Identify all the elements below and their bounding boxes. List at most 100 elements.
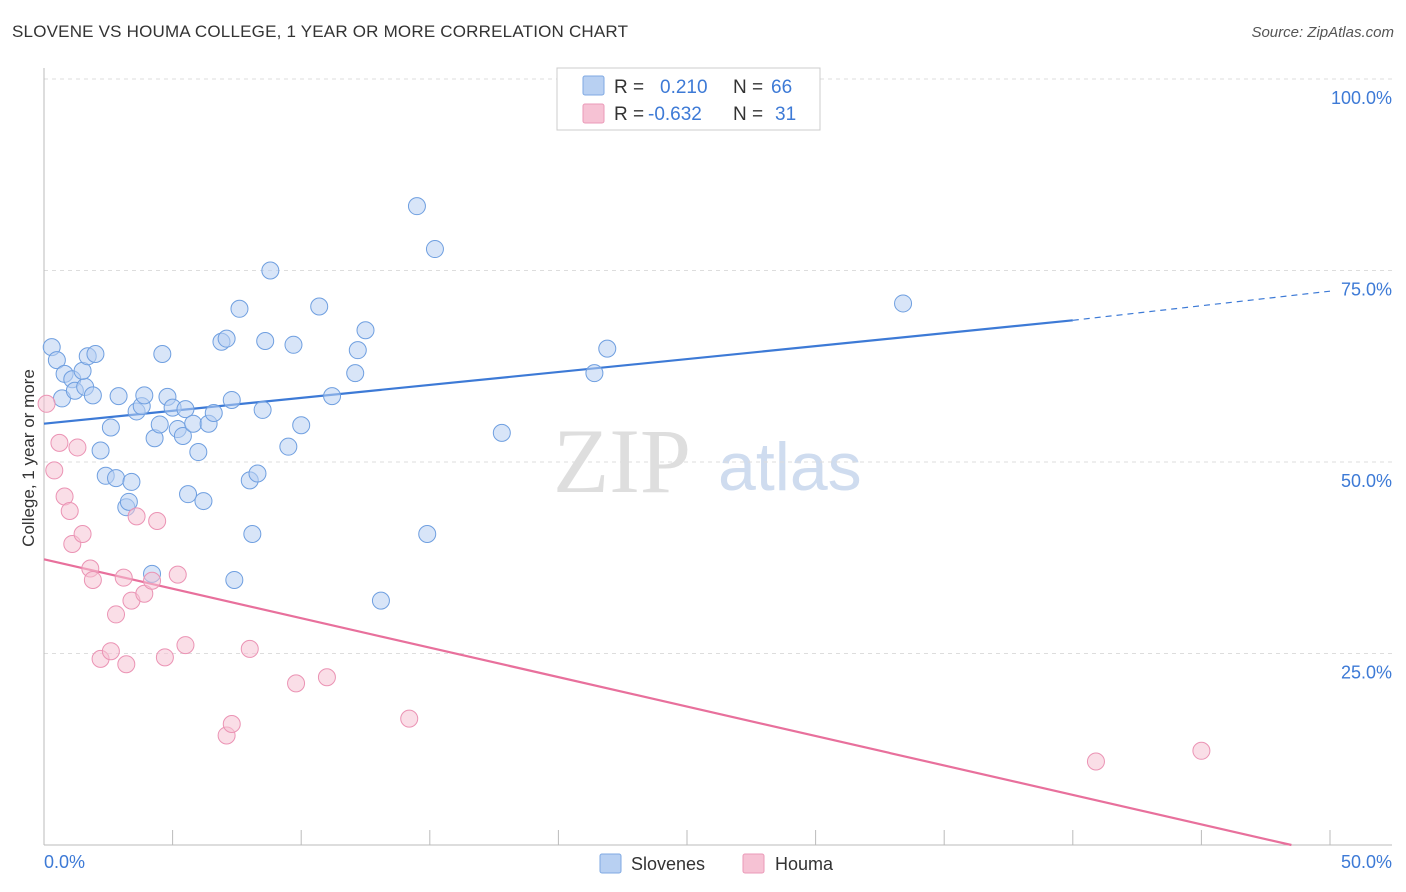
houma-point-21 [168, 565, 187, 584]
y-axis-title: College, 1 year or more [19, 369, 38, 547]
slovenes-point-63 [894, 294, 913, 313]
houma-point-13 [114, 568, 133, 587]
bottom-swatch-slovenes [599, 853, 622, 874]
houma-point-12 [107, 605, 126, 624]
slovenes-point-51 [310, 297, 329, 316]
slovenes-point-39 [222, 390, 241, 409]
legend-r-value-1: 0.210 [660, 77, 708, 98]
houma-point-22 [176, 636, 195, 655]
slovenes-point-33 [189, 443, 208, 462]
slovenes-point-13 [101, 418, 120, 437]
slovenes-point-21 [135, 386, 154, 405]
legend-n-value-1: 66 [771, 77, 792, 98]
bottom-legend-slovenes: Slovenes [631, 854, 705, 874]
slovenes-point-58 [418, 525, 437, 544]
slovenes-point-60 [492, 423, 511, 442]
houma-point-27 [317, 668, 336, 687]
y-tick-labels: 25.0% 50.0% 75.0% 100.0% [1331, 88, 1392, 683]
chart-title: SLOVENE VS HOUMA COLLEGE, 1 YEAR OR MORE… [12, 22, 629, 41]
trend-line-slovenes-extension [1072, 290, 1331, 321]
bottom-swatch-houma [742, 853, 765, 874]
slovenes-point-25 [153, 344, 172, 363]
legend-n-label-1: N = [733, 77, 763, 98]
houma-point-25 [240, 639, 259, 658]
slovenes-point-48 [279, 437, 298, 456]
houma-point-1 [45, 461, 64, 480]
houma-point-19 [148, 511, 167, 530]
x-tick-label-min: 0.0% [44, 852, 85, 872]
slovenes-point-59 [425, 240, 444, 259]
houma-point-4 [60, 502, 79, 521]
slovenes-point-40 [225, 570, 244, 589]
slovenes-point-53 [346, 364, 365, 383]
slovenes-point-38 [217, 329, 236, 348]
bottom-legend-houma: Houma [775, 854, 834, 874]
watermark-zip: ZIP [553, 410, 691, 512]
legend-r-label-1: R = [614, 77, 644, 98]
slovenes-point-61 [585, 364, 604, 383]
y-tick-label-0: 25.0% [1341, 663, 1392, 683]
legend-n-value-2: 31 [775, 104, 796, 125]
houma-point-28 [400, 709, 419, 728]
slovenes-point-54 [348, 341, 367, 360]
slovenes-point-10 [83, 386, 102, 405]
slovenes-point-52 [323, 387, 342, 406]
stats-legend: R = 0.210 N = 66 R = -0.632 N = 31 [556, 67, 821, 131]
legend-r-label-2: R = [614, 104, 644, 125]
slovenes-point-1 [47, 351, 66, 370]
source-label: Source: ZipAtlas.com [1251, 24, 1394, 41]
houma-point-24 [222, 714, 241, 733]
houma-point-30 [1192, 741, 1211, 760]
slovenes-point-50 [292, 416, 311, 435]
y-tick-label-1: 50.0% [1341, 471, 1392, 491]
houma-point-16 [127, 507, 146, 526]
y-tick-label-3: 100.0% [1331, 88, 1392, 108]
y-tick-label-2: 75.0% [1341, 280, 1392, 300]
series-legend: Slovenes Houma [599, 853, 834, 874]
slovenes-point-9 [86, 344, 105, 363]
houma-point-6 [68, 438, 87, 457]
slovenes-point-34 [194, 492, 213, 511]
houma-point-9 [83, 570, 102, 589]
slovenes-point-41 [230, 299, 249, 318]
trend-line-slovenes [43, 319, 1073, 425]
slovenes-point-30 [176, 400, 195, 419]
data-points [37, 197, 1211, 771]
slovenes-point-46 [256, 331, 275, 350]
legend-r-value-2: -0.632 [648, 104, 702, 125]
houma-point-2 [50, 433, 69, 452]
trend-lines [43, 290, 1331, 847]
houma-point-7 [73, 525, 92, 544]
trend-line-houma [43, 558, 1292, 847]
slovenes-point-14 [107, 469, 126, 488]
houma-point-0 [37, 394, 56, 413]
slovenes-point-36 [204, 403, 223, 422]
houma-point-18 [143, 571, 162, 590]
slovenes-point-47 [261, 261, 280, 280]
slovenes-point-42 [243, 525, 262, 544]
slovenes-point-11 [91, 441, 110, 460]
slovenes-point-15 [109, 387, 128, 406]
legend-swatch-houma [582, 103, 605, 124]
slovenes-point-45 [253, 400, 272, 419]
slovenes-point-24 [150, 415, 169, 434]
slovenes-point-44 [248, 464, 267, 483]
houma-point-11 [101, 642, 120, 661]
houma-point-29 [1086, 752, 1105, 771]
legend-n-label-2: N = [733, 104, 763, 125]
legend-swatch-slovenes [582, 75, 605, 96]
houma-point-20 [155, 648, 174, 667]
slovenes-point-55 [356, 321, 375, 340]
axes [43, 68, 1392, 846]
x-tick-label-max: 50.0% [1341, 852, 1392, 872]
watermark-atlas: atlas [718, 429, 862, 505]
slovenes-point-56 [371, 591, 390, 610]
slovenes-point-31 [179, 485, 198, 504]
houma-point-26 [287, 674, 306, 693]
slovenes-point-49 [284, 335, 303, 354]
slovenes-point-62 [598, 339, 617, 358]
slovenes-point-57 [407, 197, 426, 216]
slovenes-point-18 [122, 472, 141, 491]
grid [44, 78, 1392, 654]
